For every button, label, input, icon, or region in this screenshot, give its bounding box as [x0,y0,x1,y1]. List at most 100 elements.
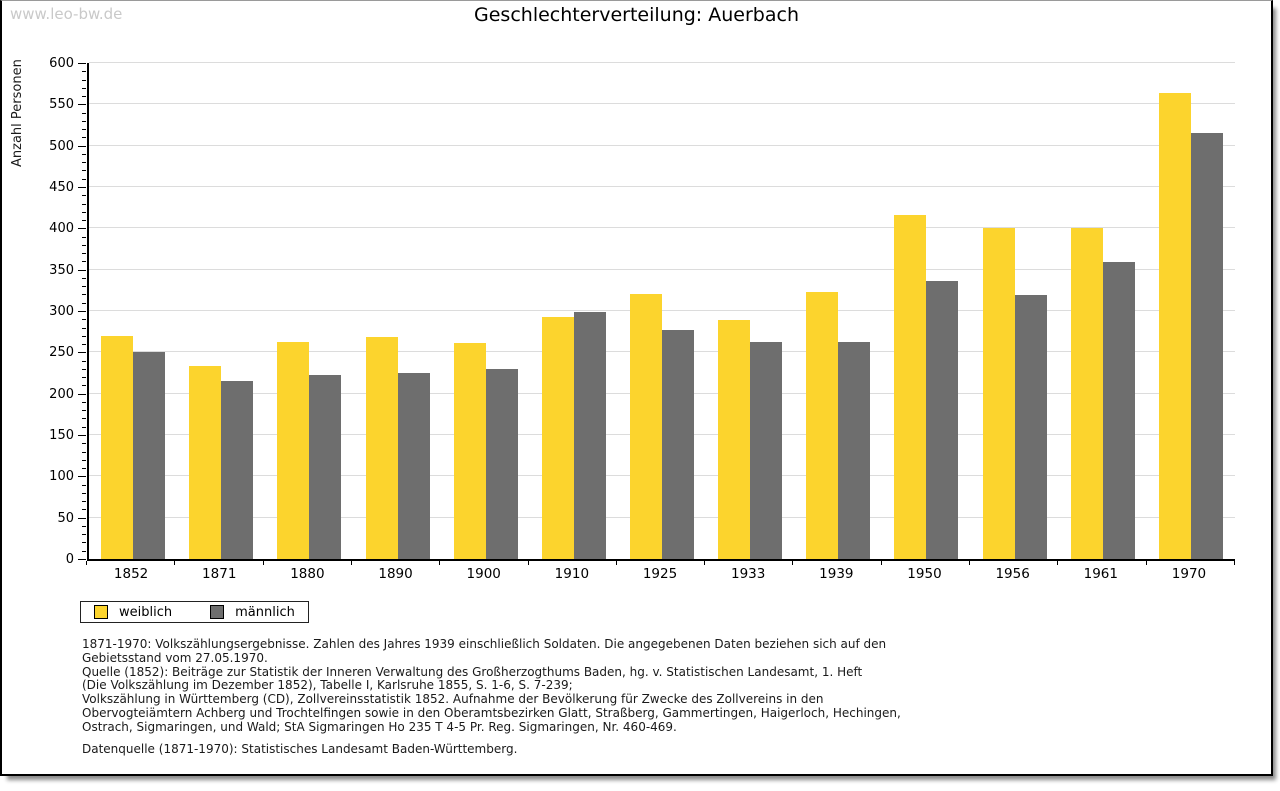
y-tick [82,96,86,98]
y-tick [82,195,86,197]
bar-weiblich-1900 [453,343,486,559]
chart-frame: www.leo-bw.de Geschlechterverteilung: Au… [0,0,1273,776]
y-axis-ticks [78,63,86,560]
y-tick [82,261,86,263]
y-tick-label-550: 550 [49,97,74,113]
legend-label-weiblich: weiblich [119,604,173,620]
y-tick [78,393,86,395]
y-tick [78,145,86,147]
y-tick [82,443,86,445]
bar-group-1961 [1059,63,1147,559]
y-tick [78,63,86,64]
y-tick [82,418,86,420]
y-tick [82,459,86,461]
x-tick [350,561,352,565]
bar-weiblich-1890 [365,336,398,559]
y-tick [82,410,86,412]
y-tick [82,360,86,362]
y-tick [78,311,86,312]
x-tick-label-1910: 1910 [554,566,590,582]
bar-männlich-1933 [750,341,783,559]
bar-weiblich-1852 [101,335,134,559]
gridline-450 [89,186,1235,187]
y-tick [78,476,86,478]
gridline-550 [89,103,1235,105]
y-tick [82,153,86,155]
y-tick [82,170,86,172]
x-tick-label-1880: 1880 [290,566,325,582]
y-tick [82,112,86,114]
x-tick-label-1871: 1871 [202,566,237,582]
y-tick [82,286,86,288]
bar-group-1900 [442,63,530,559]
x-tick [1145,561,1147,565]
note-line: 1871-1970: Volkszählungsergebnisse. Zahl… [82,637,887,651]
bar-männlich-1871 [221,381,254,559]
y-tick [82,401,86,403]
legend-label-maennlich: männlich [235,604,295,620]
note-line: Gebietsstand vom 27.05.1970. [82,650,268,665]
x-tick [262,561,264,565]
y-axis-tick-labels: 0 50 100 150 200 250 300 350 400 450 500 550 600 [32,56,74,567]
y-tick [82,162,86,164]
bar-männlich-1961 [1102,262,1135,559]
y-tick [82,344,86,346]
y-tick-label-400: 400 [49,221,74,237]
y-tick [82,178,86,180]
bar-weiblich-1910 [541,316,574,559]
plot-area [87,62,1235,561]
legend-swatch-maennlich [210,605,225,619]
y-tick [82,203,86,205]
x-tick [439,561,441,565]
y-tick-label-100: 100 [49,469,74,485]
chart-legend: weiblich männlich [80,601,309,623]
x-tick [1057,561,1059,565]
x-axis-tick-labels: 1852 1871 1880 1890 1900 1910 1925 1933 1939 1950… [87,566,1233,582]
x-tick [86,561,87,565]
y-tick-label-50: 50 [57,510,74,526]
y-tick [82,253,86,255]
gridline-500 [89,144,1235,146]
x-tick [174,561,176,565]
bar-männlich-1852 [133,352,166,559]
x-tick-label-1939: 1939 [819,566,854,582]
bar-group-1933 [706,63,794,559]
bar-weiblich-1956 [982,228,1015,559]
datasource-note: Datenquelle (1871-1970): Statistisches L… [82,742,518,756]
bar-weiblich-1939 [806,292,839,559]
x-tick-label-1933: 1933 [730,566,766,582]
watermark: www.leo-bw.de [10,5,123,23]
y-tick [82,468,86,470]
y-tick [78,104,86,106]
bar-männlich-1890 [397,373,430,559]
y-tick [82,484,86,486]
bar-group-1956 [971,63,1059,559]
bar-weiblich-1925 [630,293,663,559]
y-tick-label-500: 500 [49,138,74,154]
bar-weiblich-1961 [1070,228,1103,559]
bar-weiblich-1880 [277,341,310,559]
y-tick [82,385,86,387]
y-tick-label-300: 300 [49,304,74,319]
y-tick-label-250: 250 [49,345,74,361]
y-tick [82,244,86,246]
source-notes: 1871-1970: Volkszählungsergebnisse. Zahl… [82,637,901,735]
y-tick [82,509,86,511]
y-tick [82,294,86,296]
legend-item-maennlich: männlich [210,605,295,620]
bar-weiblich-1950 [894,215,927,559]
note-line: Volkszählung in Württemberg (CD), Zollve… [82,692,824,707]
bar-männlich-1956 [1014,295,1047,559]
bar-männlich-1950 [926,281,959,559]
bar-weiblich-1933 [718,320,751,559]
y-tick [82,220,86,222]
y-tick [82,211,86,213]
y-tick [82,501,86,503]
y-tick [82,79,86,81]
x-tick [704,561,706,565]
x-tick [615,561,617,565]
bar-group-1890 [353,63,441,559]
x-tick [527,561,529,565]
legend-swatch-weiblich [94,605,108,619]
bar-group-1880 [265,63,353,559]
